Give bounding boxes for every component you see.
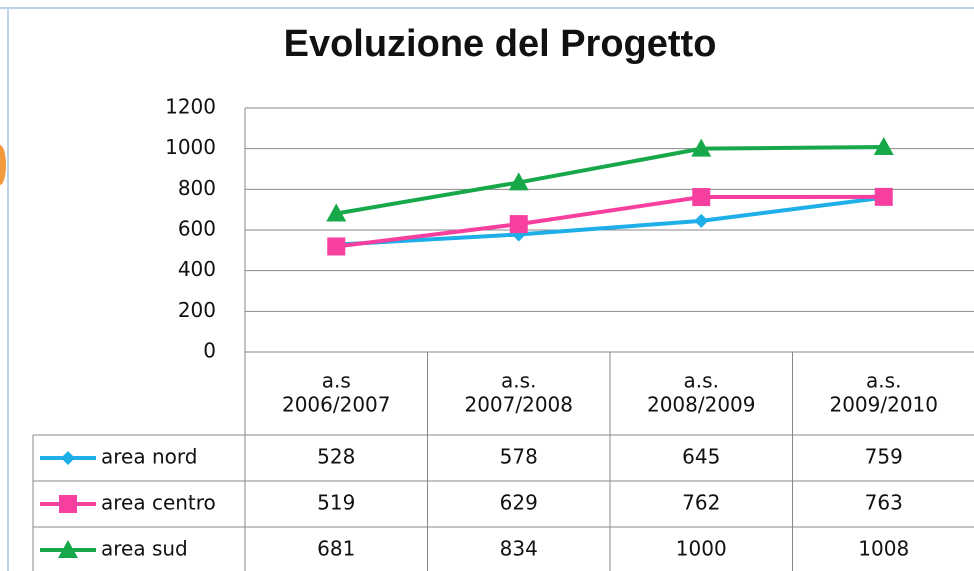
- x-tick-label: a.s 2006/2007: [282, 368, 391, 416]
- series-line: [336, 195, 885, 247]
- y-tick-label: 1200: [165, 95, 216, 119]
- table-value: 763: [865, 491, 903, 515]
- y-tick-label: 1000: [165, 135, 216, 159]
- table-value: 762: [682, 491, 720, 515]
- data-point: [509, 215, 528, 234]
- table-value: 834: [500, 537, 538, 561]
- data-point: [327, 237, 346, 256]
- legend-label: area sud: [101, 537, 188, 561]
- chart-title: Evoluzione del Progetto: [284, 23, 717, 65]
- table-value: 519: [317, 491, 355, 515]
- table-value: 528: [317, 445, 355, 469]
- x-tick-label: a.s. 2007/2008: [464, 368, 573, 416]
- legend-label: area centro: [101, 491, 216, 515]
- table-value: 681: [317, 537, 355, 561]
- series-line: [336, 194, 884, 249]
- data-point: [694, 213, 709, 228]
- table-value: 629: [500, 491, 538, 515]
- legend-label: area nord: [101, 445, 197, 469]
- table-value: 578: [500, 445, 538, 469]
- series-line: [335, 145, 884, 216]
- y-tick-label: 0: [203, 339, 216, 363]
- legend-marker: [58, 540, 78, 558]
- data-point: [691, 138, 712, 157]
- data-point: [326, 203, 347, 222]
- table-value: 645: [682, 445, 720, 469]
- legend-marker: [61, 451, 75, 465]
- legend-marker: [59, 495, 77, 513]
- decoration: [0, 145, 6, 185]
- table-value: 1008: [858, 537, 909, 561]
- data-point: [874, 187, 893, 206]
- y-tick-label: 800: [178, 176, 216, 200]
- y-tick-label: 400: [178, 257, 216, 281]
- y-tick-label: 600: [178, 217, 216, 241]
- y-tick-label: 200: [178, 298, 216, 322]
- table-value: 759: [865, 445, 903, 469]
- x-tick-label: a.s. 2009/2010: [829, 368, 938, 416]
- data-point: [692, 188, 711, 207]
- x-tick-label: a.s. 2008/2009: [647, 368, 756, 416]
- data-point: [508, 172, 529, 191]
- table-value: 1000: [676, 537, 727, 561]
- data-point: [873, 137, 894, 156]
